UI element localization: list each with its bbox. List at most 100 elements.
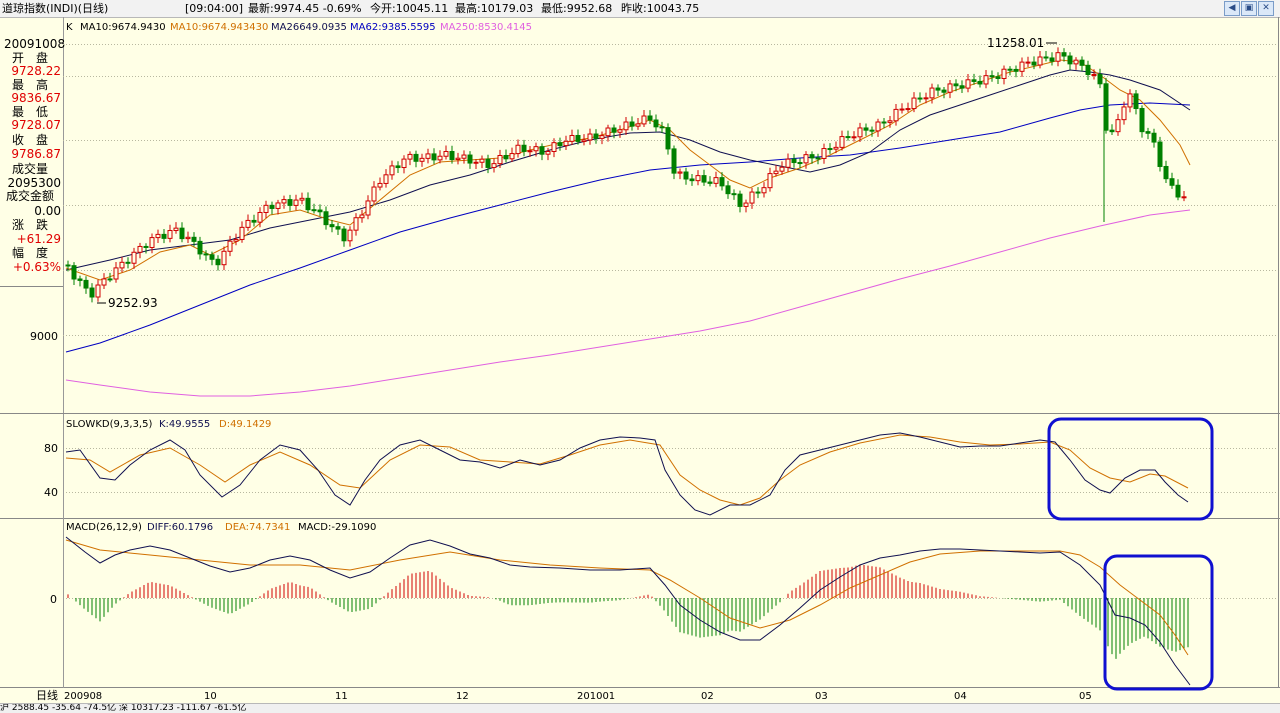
candle-body [167, 230, 173, 239]
candle-body [515, 144, 521, 155]
x-label: 10 [204, 691, 217, 702]
candle-body [1127, 93, 1133, 108]
candle-body [287, 199, 293, 206]
candle-body [101, 278, 107, 286]
kd-k-line [65, 432, 1189, 516]
candle-body [1037, 56, 1043, 66]
candle-body [785, 158, 791, 168]
candle-body [77, 278, 83, 281]
candle-body [569, 134, 575, 142]
main-y-tick: 9000 [30, 330, 58, 343]
candle-body [965, 79, 971, 89]
ma10-line [65, 59, 1191, 281]
candle-body [83, 279, 89, 289]
candle-body [527, 150, 533, 153]
kd-k-value: K:49.9555 [159, 419, 210, 430]
candle-body [1061, 52, 1067, 57]
info-close-value: 9786.87 [11, 147, 61, 161]
candle-body [263, 204, 269, 213]
candle-body [767, 173, 773, 189]
info-low-value: 9728.07 [11, 118, 61, 132]
info-high-value: 9836.67 [11, 91, 61, 105]
candle-body [209, 254, 215, 260]
candle-body [929, 87, 935, 99]
candle-body [533, 146, 539, 152]
candle-body [905, 108, 911, 111]
highlight-box-macd [1103, 554, 1214, 691]
candle-body [293, 199, 299, 206]
candle-body [839, 136, 845, 148]
candle-body [503, 154, 509, 160]
candle-body [779, 166, 785, 172]
candle-body [899, 108, 905, 111]
info-date: 20091008 [4, 37, 66, 51]
candle-body [1115, 119, 1121, 133]
candle-body [221, 250, 227, 266]
candle-body [1109, 129, 1115, 133]
candle-body [587, 133, 593, 141]
candle-body [1151, 132, 1157, 143]
status-bar: 沪 2588.45 -35.64 -74.5亿 深 10317.23 -111.… [0, 703, 1280, 713]
info-amount-value: 0.00 [34, 204, 61, 218]
candle-body [131, 251, 137, 264]
candle-body [1043, 56, 1049, 59]
candle-body [563, 140, 569, 147]
candle-body [1085, 64, 1091, 75]
ma62-line [65, 102, 1191, 353]
legend-k: K [66, 22, 73, 33]
candle-body [143, 245, 149, 248]
candle-body [833, 146, 839, 150]
candle-body [773, 170, 779, 175]
ma250-line [65, 209, 1191, 397]
quote-open: 今开:10045.11 [370, 2, 449, 15]
candle-body [743, 202, 749, 207]
candle-body [119, 261, 125, 269]
candle-body [971, 79, 977, 82]
candle-body [551, 142, 557, 152]
highlight-box-kd [1047, 417, 1214, 521]
candle-body [239, 226, 245, 240]
kd-d-line [65, 434, 1189, 506]
info-amount-label: 成交金额 [6, 189, 55, 203]
window-restore-icon[interactable]: ▣ [1241, 1, 1257, 16]
candle-body [395, 165, 401, 169]
candle-body [737, 193, 743, 207]
legend-ma62: MA62:9385.5595 [350, 22, 436, 33]
kd-y-tick-40: 40 [44, 486, 58, 499]
info-pct-label: 幅 度 [12, 246, 49, 260]
candle-body [479, 158, 485, 163]
bar-info-panel: 20091008 开 盘 9728.22 最 高 9836.67 最 低 972… [0, 17, 66, 688]
back-icon[interactable]: ◀ [1224, 1, 1240, 16]
candle-body [491, 163, 497, 168]
candle-body [377, 182, 383, 188]
candle-body [311, 209, 317, 212]
candle-body [299, 197, 305, 201]
candle-body [107, 278, 113, 281]
quote-high: 最高:10179.03 [455, 2, 534, 15]
candle-body [467, 154, 473, 164]
info-low-label: 最 低 [12, 105, 49, 119]
max-price-label: 11258.01 [987, 36, 1044, 50]
close-icon[interactable]: ✕ [1258, 1, 1274, 16]
candle-body [323, 211, 329, 226]
candle-body [875, 121, 881, 132]
candle-body [413, 153, 419, 162]
candle-body [365, 200, 371, 216]
x-label: 02 [701, 691, 714, 702]
candle-body [1019, 61, 1025, 72]
candle-body [815, 157, 821, 160]
candle-body [611, 127, 617, 133]
quote-low: 最低:9952.68 [541, 2, 613, 15]
candle-body [803, 154, 809, 164]
candle-body [881, 121, 887, 124]
candle-body [275, 202, 281, 209]
candle-body [545, 150, 551, 155]
chart-area[interactable]: K MA10:9674.9430 MA10:9674.943430 MA2664… [0, 17, 1280, 703]
candle-body [1103, 83, 1109, 131]
candle-body [665, 127, 671, 150]
candle-body [623, 121, 629, 131]
candle-body [113, 267, 119, 280]
quote-time: [09:04:00] [185, 2, 243, 15]
candle-body [953, 83, 959, 87]
candle-body [215, 258, 221, 266]
